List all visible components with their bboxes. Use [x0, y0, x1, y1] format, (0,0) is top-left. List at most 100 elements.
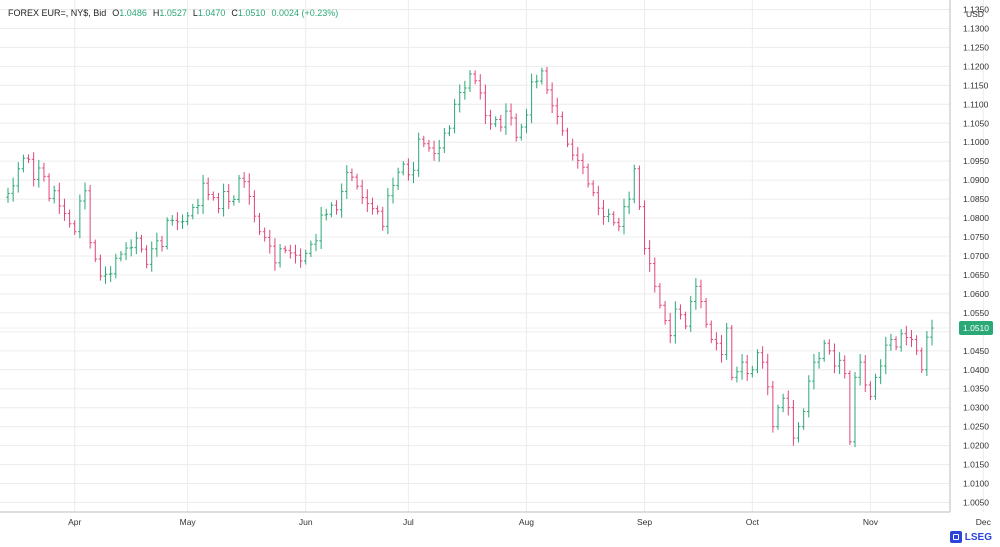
- y-tick-label: 1.0950: [963, 156, 989, 166]
- ohlc-bar: [298, 248, 303, 268]
- ohlc-bar: [160, 235, 164, 252]
- ohlc-bar: [386, 188, 390, 235]
- ohlc-bar: [26, 154, 31, 164]
- ohlc-bar: [175, 212, 180, 231]
- ohlc-bar: [873, 373, 878, 400]
- ohlc-bar: [914, 335, 919, 356]
- ohlc-bar: [776, 404, 780, 430]
- ohlc-bar: [170, 215, 175, 226]
- ohlc-bar: [252, 190, 257, 223]
- ohlc-bar: [730, 325, 734, 381]
- ohlc-bar: [339, 183, 344, 218]
- y-tick-label: 1.1300: [963, 23, 989, 33]
- ohlc-bar: [6, 187, 10, 203]
- ohlc-bar: [180, 214, 185, 229]
- ohlc-bar: [283, 245, 287, 254]
- ohlc-bar: [268, 229, 272, 254]
- ohlc-bar: [124, 242, 128, 261]
- ohlc-bar: [617, 217, 621, 232]
- y-tick-label: 1.0250: [963, 422, 989, 432]
- ohlc-bar: [925, 330, 929, 376]
- open-label: O: [112, 8, 120, 18]
- ohlc-bar: [463, 80, 467, 100]
- ohlc-bar: [468, 70, 472, 92]
- x-tick-label: Dec: [976, 517, 992, 527]
- change-value: 0.0024 (+0.23%): [271, 8, 339, 18]
- ohlc-bar: [355, 173, 359, 190]
- open-value: 1.0486: [119, 8, 147, 18]
- x-tick-label: Aug: [519, 517, 534, 527]
- ohlc-bar: [401, 161, 406, 176]
- ohlc-bar: [663, 301, 667, 325]
- ohlc-bar: [637, 165, 642, 210]
- ohlc-bar: [262, 227, 267, 242]
- ohlc-bar: [108, 266, 113, 282]
- ohlc-bar: [560, 111, 565, 136]
- ohlc-bar: [488, 109, 493, 130]
- x-tick-label: Apr: [68, 517, 81, 527]
- ohlc-bar: [103, 266, 108, 284]
- ohlc-bar: [678, 304, 683, 320]
- ohlc-bar: [755, 349, 760, 374]
- instrument-label: FOREX EUR=, NY$, Bid: [8, 8, 107, 18]
- ohlc-bar: [750, 365, 755, 378]
- ohlc-bar: [545, 66, 549, 94]
- ohlc-bar: [411, 161, 416, 184]
- x-axis: AprMayJunJulAugSepOctNovDec2025FebMar: [0, 511, 992, 527]
- ohlc-bar: [478, 74, 483, 100]
- ohlc-bar: [668, 312, 672, 344]
- close-label: C: [231, 8, 238, 18]
- ohlc-bar: [232, 195, 236, 206]
- ohlc-bar: [714, 332, 719, 351]
- y-tick-label: 1.0800: [963, 213, 989, 223]
- ohlc-bar: [540, 67, 544, 85]
- price-header: FOREX EUR=, NY$, Bid O1.0486 H1.0527 L1.047…: [8, 8, 338, 18]
- ohlc-bar: [165, 217, 169, 250]
- ohlc-bar: [67, 209, 72, 228]
- lseg-logo[interactable]: LSEG: [949, 531, 992, 543]
- ohlc-bar: [565, 127, 570, 148]
- x-tick-label: Nov: [863, 517, 879, 527]
- ohlc-bar: [191, 203, 195, 220]
- ohlc-bar: [416, 132, 421, 177]
- ohlc-bar: [247, 173, 252, 205]
- y-tick-label: 1.1100: [963, 99, 989, 109]
- ohlc-bar: [514, 113, 518, 142]
- ohlc-bar: [534, 74, 539, 89]
- ohlc-bar: [350, 168, 354, 182]
- ohlc-bar: [781, 393, 785, 413]
- ohlc-bar: [653, 257, 657, 293]
- ohlc-bar: [52, 185, 56, 204]
- ohlc-bar: [432, 140, 436, 161]
- low-value: 1.0470: [197, 8, 226, 18]
- ohlc-bar: [627, 191, 631, 215]
- ohlc-bar: [919, 347, 924, 374]
- ohlc-bar: [760, 346, 765, 369]
- ohlc-bar: [483, 84, 488, 124]
- ohlc-bar: [606, 208, 611, 223]
- ohlc-bar: [647, 240, 652, 272]
- ohlc-bar: [442, 127, 447, 154]
- ohlc-bar: [273, 238, 277, 271]
- ohlc-bar: [853, 372, 857, 448]
- ohlc-bar: [601, 199, 606, 225]
- ohlc-bar: [288, 244, 293, 259]
- ohlc-bar: [473, 70, 477, 85]
- ohlc-bar: [47, 173, 51, 202]
- ohlc-bar: [796, 422, 801, 443]
- ohlc-bar: [735, 366, 739, 383]
- ohlc-bar: [740, 354, 744, 380]
- ohlc-bar: [550, 82, 554, 114]
- y-tick-label: 1.0550: [963, 308, 989, 318]
- y-tick-label: 1.1000: [963, 137, 989, 147]
- ohlc-bar: [632, 164, 637, 204]
- ohlc-bar: [437, 139, 441, 162]
- ohlc-bar: [293, 244, 298, 264]
- ohlc-bar: [658, 283, 662, 309]
- ohlc-bar: [529, 73, 534, 124]
- y-tick-label: 1.1200: [963, 61, 989, 71]
- y-tick-label: 1.0900: [963, 175, 989, 185]
- high-value: 1.0527: [159, 8, 187, 18]
- y-tick-label: 1.1050: [963, 118, 989, 128]
